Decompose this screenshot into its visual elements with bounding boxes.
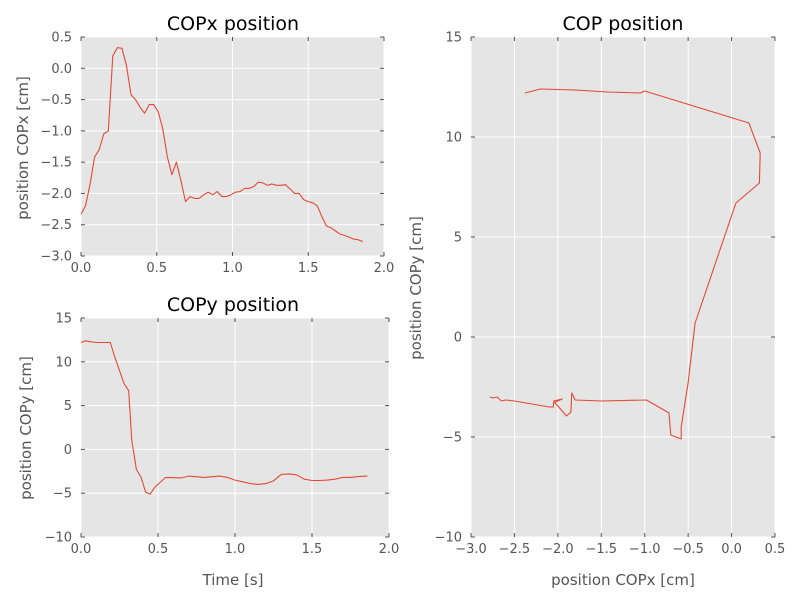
cop-xlabel: position COPx [cm]: [551, 571, 695, 589]
copx-y-tick-label: −2.0: [40, 187, 72, 202]
copy-y-tick-label: 5: [64, 399, 72, 414]
cop-y-tick-label: −5: [443, 431, 462, 446]
cop-y-tick-label: 5: [454, 231, 462, 246]
copx-y-tick-label: −1.0: [40, 124, 72, 139]
copy-x-tick-label: 0.5: [148, 542, 169, 557]
copy-x-tick-label: 1.0: [225, 542, 246, 557]
copx-y-tick-label: −3.0: [40, 250, 72, 265]
cop-x-tick-label: 0.0: [721, 542, 742, 557]
cop-x-tick-label: −2.0: [542, 542, 574, 557]
cop-x-tick-label: −3.0: [455, 542, 487, 557]
cop-title: COP position: [563, 13, 684, 35]
copy-plot: COPy position position COPy [cm] Time [s…: [17, 294, 399, 589]
cop-y-tick-label: −10: [435, 531, 462, 546]
copy-title: COPy position: [167, 294, 299, 316]
copx-x-tick-label: 0.5: [146, 261, 167, 276]
cop-x-tick-label: −0.5: [672, 542, 704, 557]
copy-x-tick-label: 1.5: [302, 542, 323, 557]
copx-x-tick-label: 2.0: [374, 261, 395, 276]
copx-x-tick-label: 1.0: [222, 261, 243, 276]
copy-x-tick-label: 0.0: [71, 542, 92, 557]
copy-y-tick-label: −10: [45, 531, 72, 546]
copx-series-line: [80, 47, 364, 243]
cop-x-tick-label: −1.5: [585, 542, 617, 557]
copx-x-tick-label: 1.5: [298, 261, 319, 276]
cop-plot: COP position position COPy [cm] position…: [407, 13, 785, 589]
cop-x-tick-label: −2.5: [499, 542, 531, 557]
copy-y-tick-label: 15: [55, 312, 72, 327]
cop-plot-area: [471, 37, 775, 537]
copx-y-tick-label: 0.5: [51, 31, 72, 46]
copy-series-line: [80, 340, 368, 495]
cop-y-tick-label: 0: [454, 331, 462, 346]
copx-y-tick-label: 0.0: [51, 62, 72, 77]
cop-x-tick-label: −1.0: [629, 542, 661, 557]
copy-xlabel: Time [s]: [202, 571, 264, 589]
copy-y-tick-label: 0: [64, 443, 72, 458]
cop-series-line: [489, 88, 761, 440]
copx-title: COPx position: [167, 13, 299, 35]
copx-ylabel: position COPx [cm]: [14, 76, 32, 220]
cop-x-tick-label: 0.5: [765, 542, 786, 557]
cop-y-tick-label: 15: [445, 31, 462, 46]
copx-y-tick-label: −1.5: [40, 156, 72, 171]
copx-y-tick-label: −2.5: [40, 218, 72, 233]
copy-ylabel: position COPy [cm]: [17, 356, 35, 500]
copx-x-tick-label: 0.0: [71, 261, 92, 276]
copx-plot: COPx position position COPx [cm] 0.0 0.5 1…: [14, 13, 394, 276]
cop-y-tick-label: 10: [445, 131, 462, 146]
copx-y-tick-label: −0.5: [40, 93, 72, 108]
copy-y-tick-label: −5: [53, 487, 72, 502]
copy-x-tick-label: 2.0: [379, 542, 400, 557]
copy-y-tick-label: 10: [55, 355, 72, 370]
cop-ylabel: position COPy [cm]: [407, 216, 425, 360]
